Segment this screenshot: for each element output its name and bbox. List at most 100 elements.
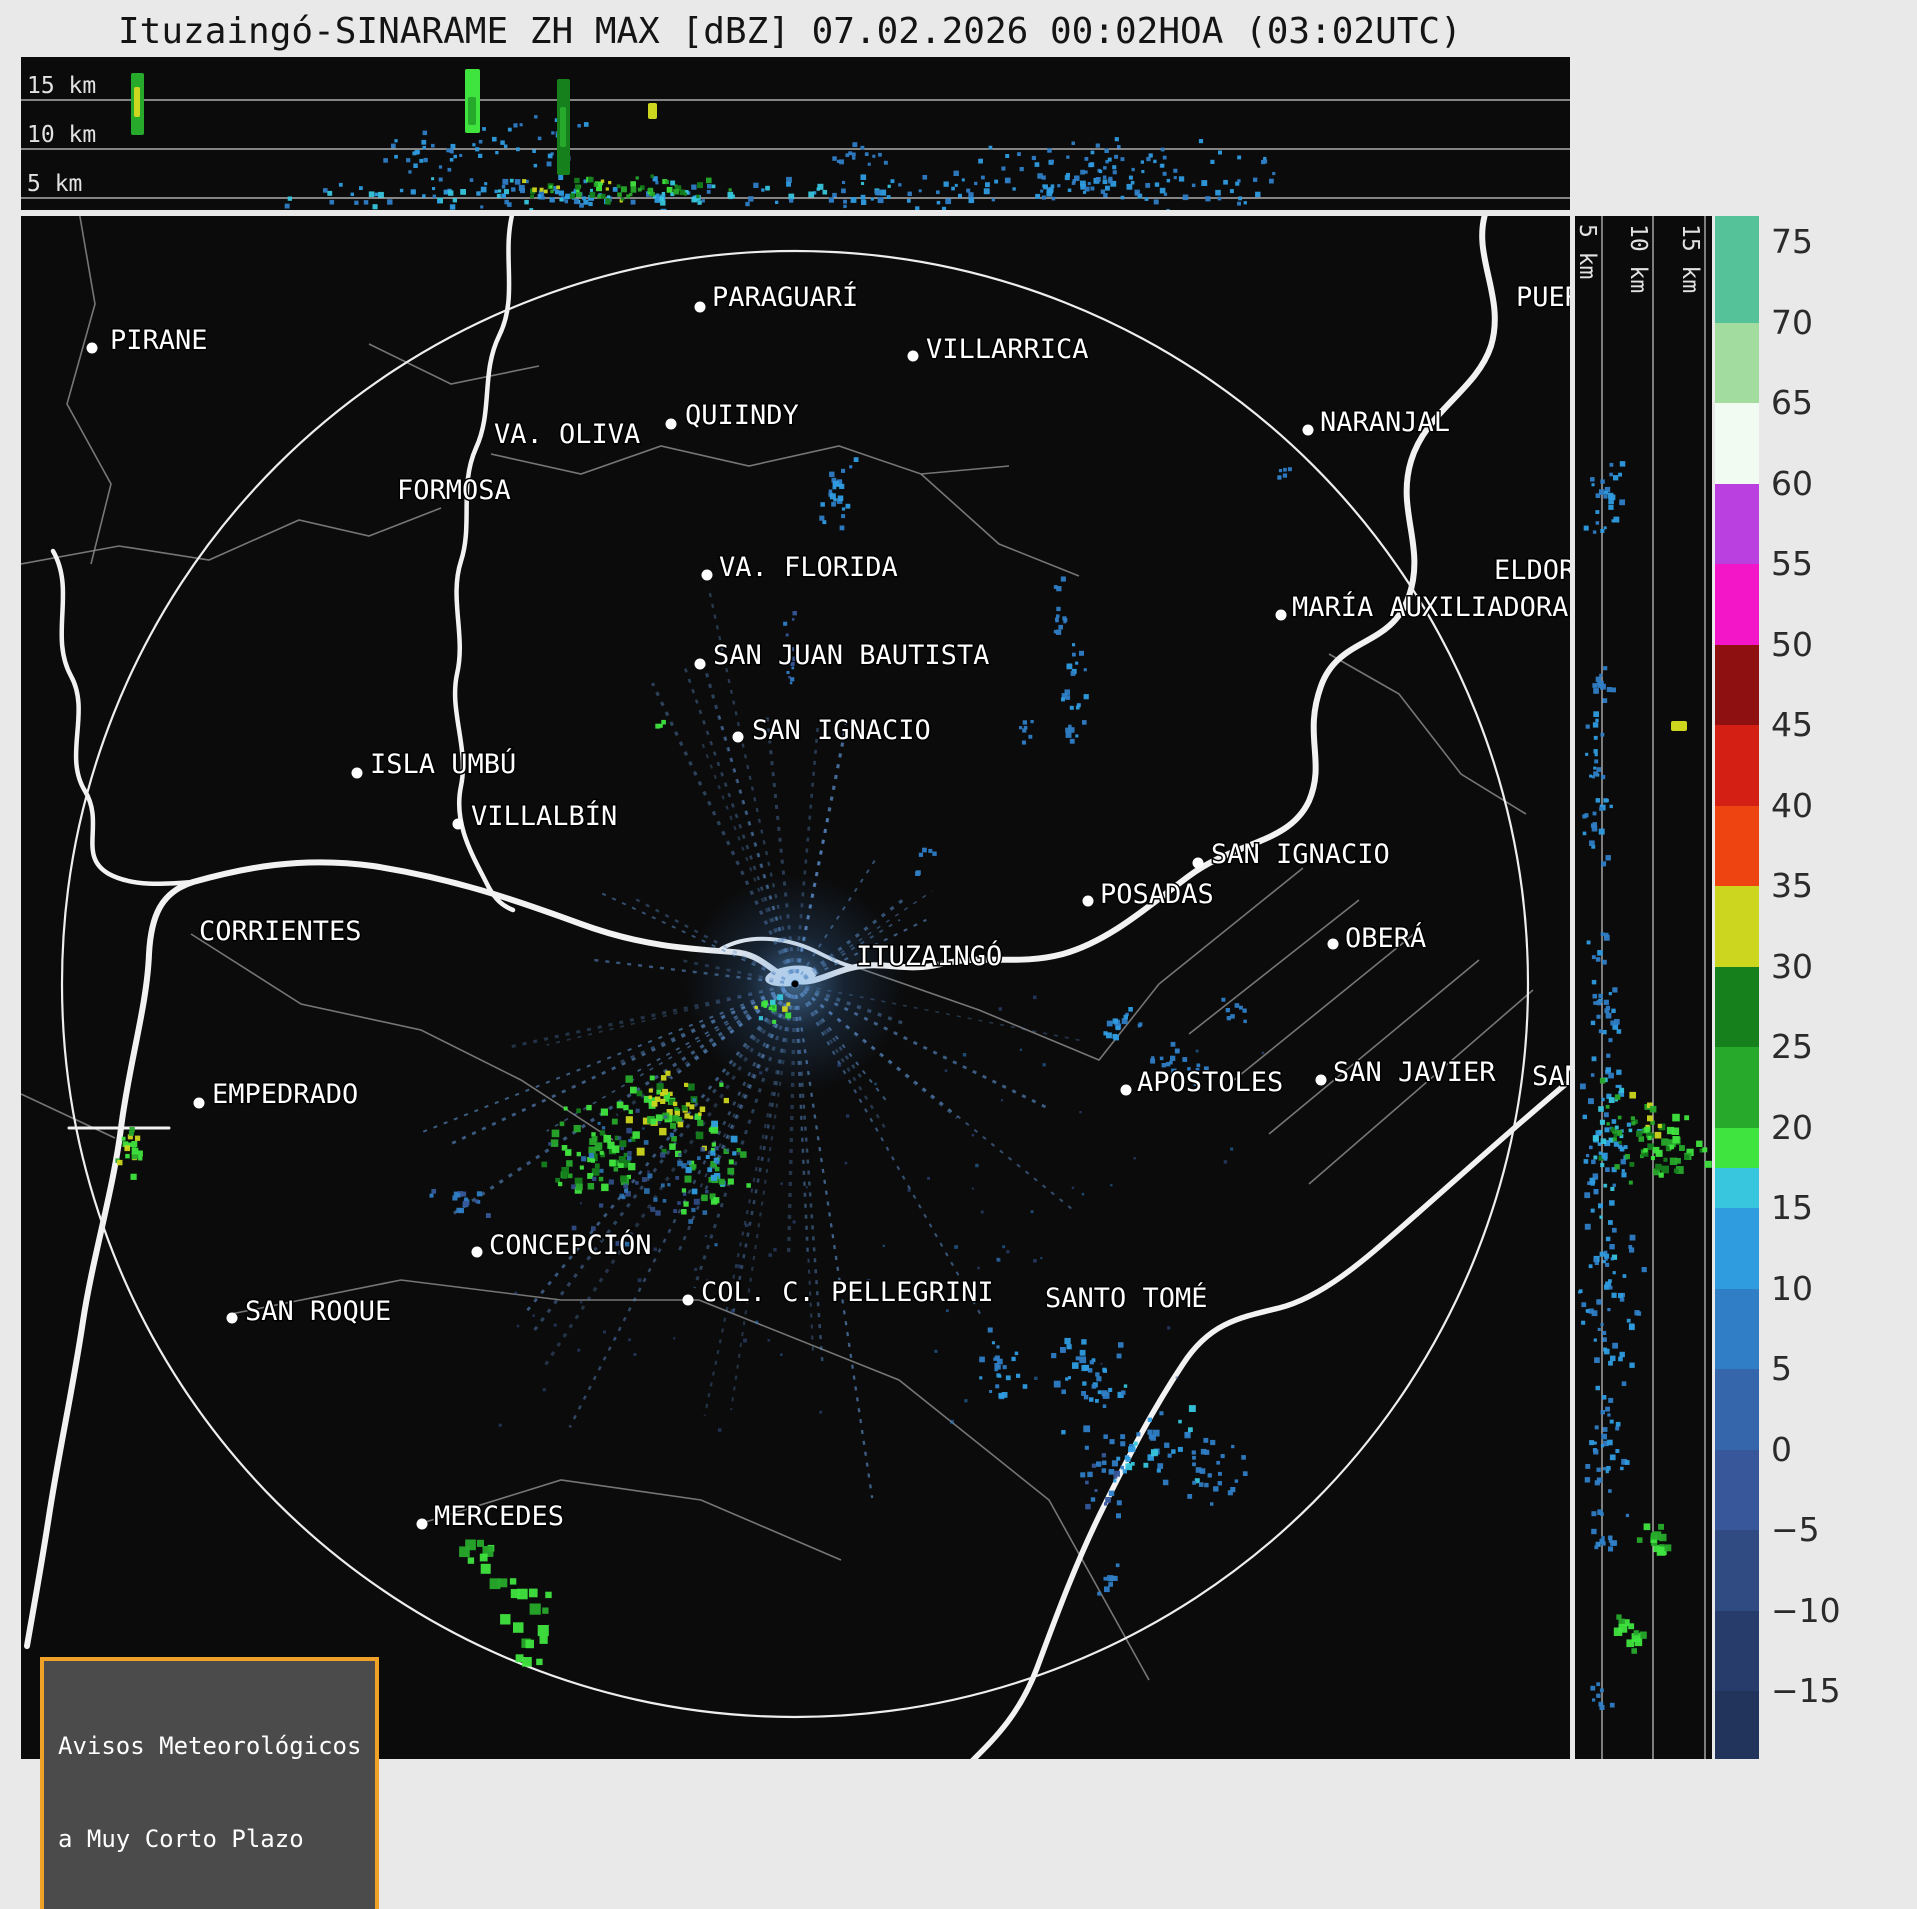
echo-cell: [622, 1162, 628, 1168]
clutter-spoke: [525, 983, 797, 1313]
echo-cell: [1080, 1472, 1086, 1478]
echo-cell: [587, 1157, 593, 1163]
echo-cell: [758, 1016, 763, 1021]
echo-cell: [790, 677, 795, 682]
echo-cell: [1622, 1274, 1627, 1278]
echo-cell: [323, 188, 328, 193]
echo-cell: [561, 1167, 569, 1175]
echo-cell: [1604, 1257, 1608, 1261]
echo-cell: [1594, 753, 1598, 757]
echo-cell: [630, 199, 636, 205]
echo-cell: [662, 1199, 667, 1203]
echo-cell: [580, 1301, 583, 1304]
echo-cell: [524, 199, 529, 205]
echo-cell: [660, 1075, 667, 1081]
echo-cell: [464, 1197, 468, 1202]
warning-box-line2: a Muy Corto Plazo: [58, 1825, 304, 1853]
echo-cell: [563, 1106, 568, 1111]
echo-cell: [1592, 993, 1598, 999]
echo-cell: [624, 1241, 630, 1247]
echo-cell: [1594, 1357, 1600, 1363]
echo-cell: [478, 153, 483, 158]
echo-cell: [780, 1353, 783, 1356]
range-ring-circle: [60, 249, 1530, 1719]
echo-cell: [1101, 1390, 1108, 1397]
city-label: POSADAS: [1100, 879, 1214, 910]
echo-cell: [1192, 1480, 1197, 1485]
echo-cell: [844, 1161, 848, 1165]
echo-cell: [979, 1356, 985, 1363]
echo-cell: [630, 187, 637, 193]
echo-cell: [1591, 1056, 1597, 1062]
warning-box: Avisos Meteorológicos a Muy Corto Plazo: [40, 1657, 380, 1909]
echo-cell: [697, 1120, 704, 1127]
echo-cell: [509, 1578, 517, 1585]
echo-cell: [696, 194, 700, 199]
echo-cell: [681, 1163, 687, 1169]
top-profile-echoes: [131, 69, 1276, 210]
echo-cell: [131, 1152, 139, 1160]
echo-cell: [786, 181, 791, 187]
echo-cell: [1636, 1537, 1643, 1543]
echo-cell: [968, 197, 975, 204]
echo-cell: [1072, 643, 1076, 647]
echo-cell: [399, 188, 404, 193]
city-dot: [682, 1294, 694, 1306]
colorbar-tick-label: 45: [1771, 705, 1813, 744]
echo-cell: [907, 191, 912, 196]
colorbar-tick-label: 30: [1771, 946, 1813, 986]
echo-cell: [705, 1155, 710, 1159]
echo-cell: [1598, 993, 1603, 999]
echo-cell: [1657, 1123, 1662, 1129]
echo-cell: [620, 1146, 624, 1151]
echo-cell: [1647, 1143, 1654, 1150]
echo-cell: [643, 1095, 651, 1103]
echo-cell: [1161, 1063, 1166, 1068]
echo-cell: [674, 1110, 680, 1116]
echo-cell: [1102, 1367, 1107, 1372]
echo-cell: [707, 184, 712, 189]
echo-cell: [1199, 1468, 1206, 1474]
echo-cell: [1022, 720, 1027, 725]
echo-cell: [1156, 1468, 1161, 1473]
colorbar-segment: [1715, 216, 1759, 323]
echo-cell: [1075, 661, 1079, 665]
echo-cell: [974, 181, 978, 186]
echo-cell: [1102, 1404, 1107, 1408]
echo-cell: [1117, 145, 1121, 149]
echo-cell: [1030, 720, 1034, 724]
colorbar-segment: [1715, 966, 1759, 1047]
boundary-path: [368, 343, 540, 385]
echo-cell: [772, 1019, 777, 1024]
echo-cell: [632, 1131, 640, 1139]
echo-cell: [1022, 728, 1027, 733]
echo-cell: [785, 633, 789, 637]
clutter-spoke: [794, 983, 863, 1079]
echo-cell: [927, 1176, 930, 1180]
echo-cell: [1235, 181, 1240, 186]
echo-cell: [1597, 1142, 1602, 1146]
echo-cell: [528, 1588, 538, 1598]
echo-cell: [338, 182, 343, 187]
echo-cell: [1598, 1701, 1604, 1707]
echo-cell: [1107, 1575, 1114, 1582]
echo-cell: [1605, 1406, 1610, 1412]
echo-cell: [1628, 1623, 1635, 1630]
echo-cell: [1111, 1460, 1118, 1467]
echo-cell: [547, 153, 553, 159]
echo-cell: [569, 193, 576, 199]
echo-cell: [537, 136, 542, 141]
echo-cell: [1629, 1247, 1635, 1253]
echo-cell: [565, 193, 571, 199]
echo-cell: [1619, 1297, 1625, 1302]
echo-cell: [1590, 477, 1595, 482]
echo-cell: [1147, 1417, 1152, 1422]
echo-cell: [670, 1122, 676, 1129]
echo-cell: [1603, 1156, 1608, 1161]
echo-cell: [1065, 695, 1071, 700]
echo-cell: [1605, 1104, 1610, 1109]
echo-cell: [474, 1199, 479, 1203]
echo-cell: [1595, 798, 1601, 803]
echo-cell: [1591, 1511, 1597, 1517]
echo-cell: [1607, 1439, 1613, 1446]
